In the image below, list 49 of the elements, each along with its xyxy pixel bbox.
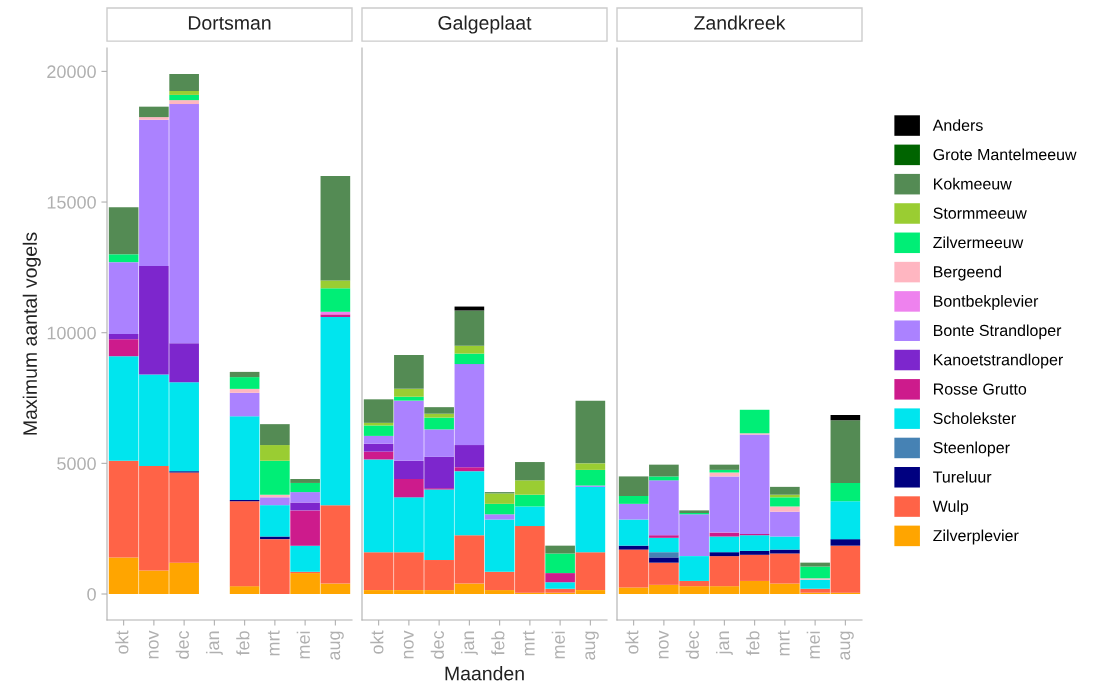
x-tick-label: mrt — [267, 630, 280, 656]
x-tick-label: feb — [491, 631, 505, 656]
legend-label: Kanoetstrandloper — [934, 353, 1063, 369]
x-axis-title: Maanden — [445, 666, 524, 681]
x-tick-label: nov — [403, 630, 414, 659]
chart-title: Galgeplaat — [438, 15, 532, 34]
legend-label: Anders — [932, 119, 983, 131]
x-tick-label: dec — [175, 630, 189, 659]
x-tick-label: jan — [715, 631, 733, 655]
x-tick-label: nov — [148, 630, 159, 659]
y-axis-title: Maximum aantal vogels — [22, 232, 41, 435]
x-tick-label: dec — [685, 630, 699, 659]
legend-label: Steenloper — [933, 441, 1010, 457]
x-tick-label: jan — [205, 631, 223, 655]
legend-label: Bonte Strandloper — [934, 324, 1062, 340]
x-tick-label: okt — [625, 630, 639, 654]
legend-label: Zilvermeeuw — [933, 236, 1024, 249]
y-tick-label: 20000 — [47, 65, 96, 79]
x-tick-label: aug — [840, 631, 854, 660]
x-tick-label: nov — [658, 630, 669, 659]
y-tick-label: 15000 — [47, 195, 96, 209]
x-tick-label: dec — [430, 630, 444, 659]
x-tick-label: feb — [236, 631, 250, 656]
legend-label: Rosse Grutto — [934, 383, 1027, 395]
y-tick-label: 10000 — [47, 326, 96, 340]
legend-label: Wulp — [932, 500, 969, 516]
x-tick-label: mei — [296, 631, 310, 659]
x-tick-label: okt — [115, 630, 129, 654]
x-tick-label: feb — [746, 631, 760, 656]
x-tick-label: mrt — [777, 630, 790, 656]
legend-label: Tureluur — [933, 470, 992, 483]
x-tick-label: mrt — [522, 630, 535, 656]
legend-label: Zilverplevier — [933, 529, 1019, 545]
x-tick-label: mei — [551, 631, 565, 659]
x-tick-label: aug — [585, 631, 599, 660]
x-tick-label: mei — [806, 631, 820, 659]
legend-label: Stormmeeuw — [933, 207, 1027, 219]
legend-label: Kokmeeuw — [934, 177, 1012, 190]
chart-title: Dortsman — [188, 16, 271, 30]
y-tick-label: 0 — [87, 587, 96, 601]
x-tick-label: jan — [460, 631, 478, 655]
x-tick-label: okt — [370, 630, 384, 654]
legend-label: Bontbekplevier — [934, 295, 1039, 310]
legend-label: Bergeend — [934, 265, 1001, 281]
legend-label: Grote Mantelmeeuw — [933, 148, 1077, 161]
legend-label: Scholekster — [933, 412, 1016, 425]
x-tick-label: aug — [330, 631, 344, 660]
y-tick-label: 5000 — [57, 457, 96, 471]
chart-title: Zandkreek — [694, 15, 786, 30]
